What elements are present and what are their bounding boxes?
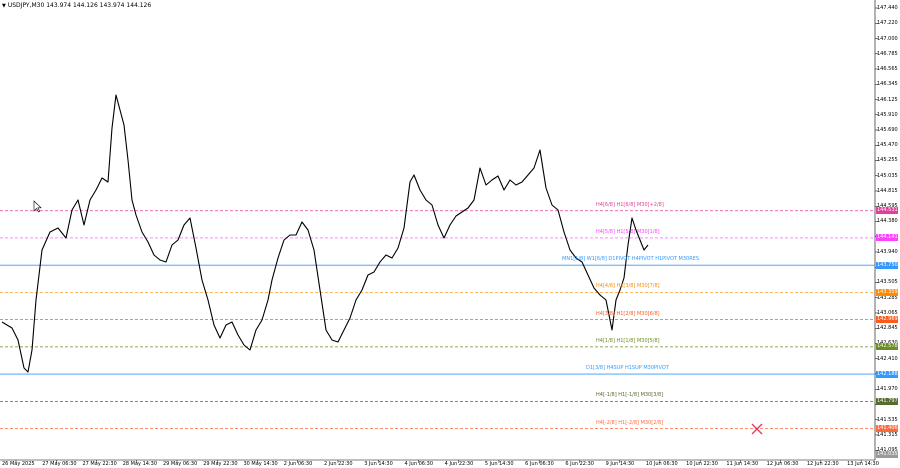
dropdown-triangle-icon[interactable]: ▼	[2, 3, 6, 9]
mouse-cursor-icon	[33, 200, 42, 213]
time-tick-label: 30 May 14:30	[243, 461, 278, 467]
price-tick-label: 141.095	[877, 447, 898, 453]
price-tick-label: 147.220	[877, 20, 898, 27]
level-label: H4[5/8] H1[5/8] M30[1/8]	[596, 228, 660, 235]
price-tick-label: 147.440	[877, 5, 898, 11]
time-tick-label: 26 May 2025	[2, 461, 35, 467]
level-label: H4[-1/8] H1[-1/8] M30[3/8]	[596, 392, 664, 399]
level-price-tag: 144.141	[876, 234, 898, 242]
level-price-tag: 142.969	[876, 316, 898, 324]
price-tick-label: 145.690	[877, 126, 898, 133]
time-tick-label: 28 May 14:30	[122, 461, 158, 467]
time-tick-label: 29 May 06:30	[162, 461, 198, 467]
price-tick-label: 142.845	[877, 325, 898, 332]
level-price-tag: 142.578	[876, 343, 898, 351]
time-tick-label: 3 Jun 14:30	[364, 461, 393, 467]
price-tick-label: 142.630	[877, 340, 898, 346]
time-tick-label: 12 Jun 06:30	[766, 461, 799, 467]
price-tick-label: 142.410	[877, 355, 898, 362]
price-tick-label: 144.815	[877, 187, 898, 194]
price-tick-label: 146.565	[877, 65, 898, 72]
level-price-tag: 144.531	[876, 207, 898, 215]
price-tick-label: 143.940	[877, 248, 898, 255]
level-price-tag: 143.750	[876, 261, 898, 269]
time-tick-label: 13 Jun 14:30	[847, 461, 879, 467]
time-tick-label: 6 Jun 22:30	[565, 461, 594, 467]
price-tick-label: 141.970	[877, 386, 898, 393]
price-tick-label: 145.255	[877, 157, 898, 164]
time-tick-label: 2 Jun 06:30	[283, 461, 313, 467]
level-price-tag: 142.188	[876, 370, 898, 378]
level-label: H4[6/8] H1[6/8] M30[+2/8]	[596, 201, 664, 208]
price-tick-label: 143.505	[877, 279, 898, 286]
level-label: H4[3/8] H1[2/8] M30[6/8]	[596, 310, 660, 317]
price-tick-label: 146.345	[877, 81, 898, 88]
time-tick-label: 2 Jun 22:30	[323, 461, 353, 467]
price-tick-label: 146.785	[877, 50, 898, 57]
price-tick-label: 146.125	[877, 96, 898, 103]
time-tick-label: 27 May 06:30	[42, 461, 77, 467]
time-tick-label: 29 May 22:30	[203, 461, 238, 467]
time-tick-label: 4 Jun 06:30	[404, 461, 434, 467]
level-price-tag: 141.797	[876, 397, 898, 405]
price-tick-label: 141.535	[877, 416, 898, 423]
price-tick-label: 147.000	[877, 35, 898, 42]
price-tick-label: 145.910	[877, 111, 898, 118]
level-price-tag: 143.359	[876, 288, 898, 296]
price-tick-label: 145.035	[877, 172, 898, 179]
price-tick-label: 144.380	[877, 218, 898, 225]
level-label: D1[3/8] H4SUP H1SUP M30PIVOT	[586, 365, 669, 372]
time-tick-label: 12 Jun 22:30	[806, 461, 839, 467]
level-label: H4[-2/8] H1[-2/8] M30[2/8]	[596, 419, 664, 426]
price-tick-label: 143.285	[877, 294, 898, 301]
symbol-quote-text: USDJPY,M30 143.974 144.126 143.974 144.1…	[7, 2, 152, 9]
time-tick-label: 4 Jun 22:30	[444, 461, 474, 467]
time-tick-label: 27 May 22:30	[82, 461, 117, 467]
price-tick-label: 143.065	[877, 309, 898, 316]
price-tick-label: 141.315	[877, 431, 898, 438]
time-tick-label: 11 Jun 14:30	[726, 461, 759, 467]
price-tick-label: 145.470	[877, 142, 898, 149]
price-tick-label: 144.595	[877, 203, 898, 209]
cross-marker-icon[interactable]	[751, 423, 763, 435]
symbol-header: ▼ USDJPY,M30 143.974 144.126 143.974 144.…	[2, 2, 151, 9]
time-tick-label: 10 Jun 22:30	[686, 461, 718, 467]
level-label: H4[4/8] H1[3/8] M30[7/8]	[596, 283, 660, 290]
price-series-line	[1, 94, 649, 373]
time-tick-label: 10 Jun 06:30	[645, 461, 678, 467]
time-tick-label: 6 Jun 06:30	[525, 461, 554, 467]
last-price-tag: 141.035	[876, 450, 898, 458]
time-tick-label: 5 Jun 14:30	[484, 461, 514, 467]
time-tick-label: 9 Jun 14:30	[605, 461, 635, 467]
level-label: H4[1/8] H1[1/8] M30[5/8]	[596, 337, 660, 344]
level-price-tag: 141.406	[876, 425, 898, 433]
level-label: MN1[1/8] W1[6/8] D1PIVOT H4PIVOT H1PIVOT…	[562, 256, 700, 263]
